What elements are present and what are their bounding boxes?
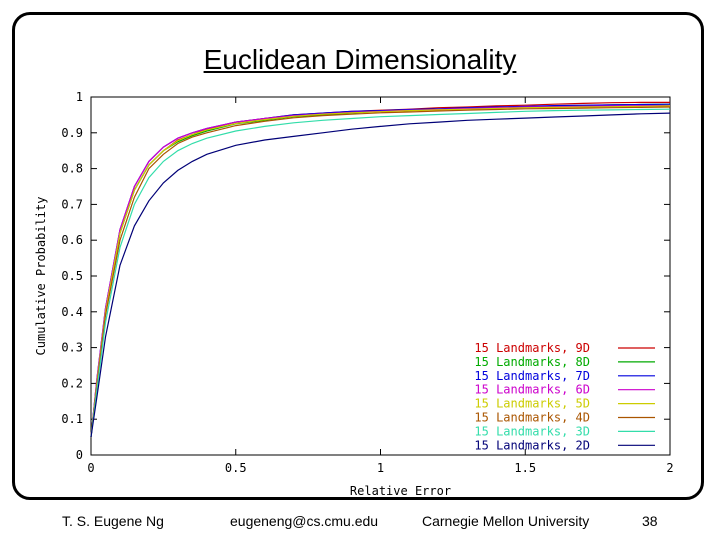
- y-tick-label: 0: [76, 448, 83, 462]
- y-tick-label: 0.4: [61, 305, 83, 319]
- x-tick-label: 1.5: [514, 461, 536, 475]
- y-tick-label: 0.8: [61, 162, 83, 176]
- legend-entry-label: 15 Landmarks, 7D: [474, 369, 590, 383]
- x-tick-label: 1: [377, 461, 384, 475]
- y-tick-label: 0.6: [61, 233, 83, 247]
- x-tick-label: 0: [87, 461, 94, 475]
- series-line-6: [90, 106, 671, 438]
- legend-entry-label: 15 Landmarks, 2D: [474, 438, 590, 452]
- legend-entry-label: 15 Landmarks, 8D: [474, 355, 590, 369]
- legend-entry-label: 15 Landmarks, 5D: [474, 397, 590, 411]
- legend-entry-label: 15 Landmarks, 9D: [474, 341, 590, 355]
- legend-entry-label: 15 Landmarks, 3D: [474, 424, 590, 438]
- series-line-7: [90, 108, 671, 438]
- footer-institution: Carnegie Mellon University: [422, 513, 590, 529]
- y-tick-label: 0.2: [61, 376, 83, 390]
- series-line-8: [90, 112, 671, 438]
- footer-email: eugeneng@cs.cmu.edu: [230, 513, 379, 529]
- x-axis-label: Relative Error: [350, 484, 451, 498]
- slide-frame: [12, 12, 704, 500]
- y-tick-label: 0.5: [61, 269, 83, 283]
- y-axis-label: Cumulative Probability: [34, 197, 48, 356]
- x-tick-label: 2: [666, 461, 673, 475]
- footer-author: T. S. Eugene Ng: [62, 513, 164, 529]
- legend-entry-label: 15 Landmarks, 4D: [474, 411, 590, 425]
- legend-entry-label: 15 Landmarks, 6D: [474, 383, 590, 397]
- x-tick-label: 0.5: [225, 461, 247, 475]
- slide-title: Euclidean Dimensionality: [203, 44, 517, 75]
- footer-page-number: 38: [642, 513, 658, 529]
- y-tick-label: 0.3: [61, 341, 83, 355]
- series-line-5: [90, 105, 671, 438]
- y-tick-label: 0.1: [61, 412, 83, 426]
- y-tick-label: 0.7: [61, 197, 83, 211]
- y-tick-label: 0.9: [61, 126, 83, 140]
- y-tick-label: 1: [76, 90, 83, 104]
